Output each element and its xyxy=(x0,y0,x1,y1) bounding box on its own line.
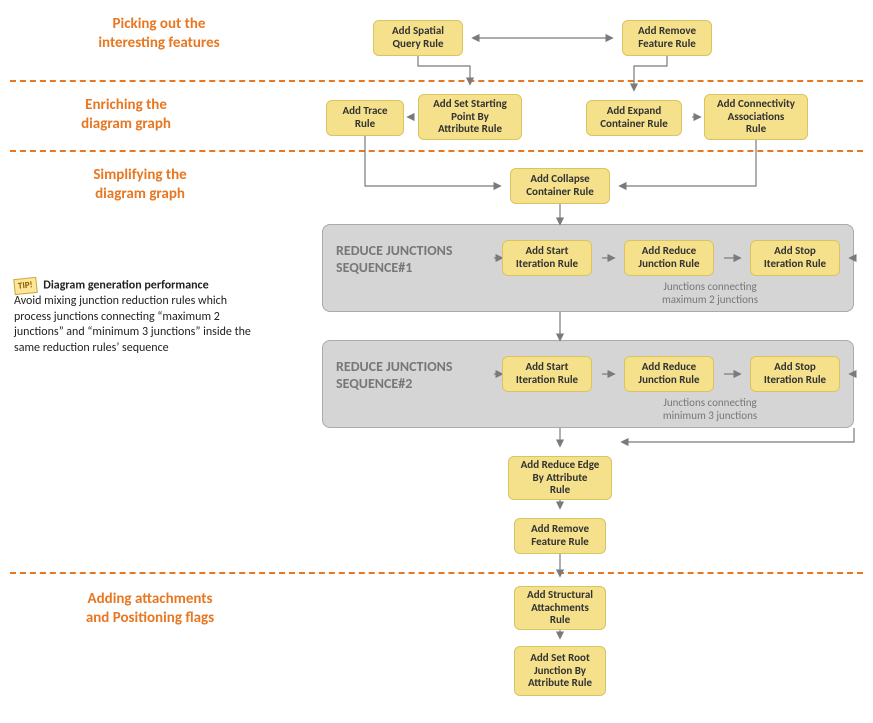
flowchart-canvas: Picking out theinteresting features Enri… xyxy=(10,10,863,713)
node-n_expand: Add ExpandContainer Rule xyxy=(586,100,682,136)
section-divider-1 xyxy=(10,80,863,82)
node-n_s2_reduce: Add ReduceJunction Rule xyxy=(624,356,714,392)
node-n_rededge: Add Reduce EdgeBy AttributeRule xyxy=(508,456,612,500)
node-n_spatial: Add SpatialQuery Rule xyxy=(373,20,463,56)
node-n_s1_reduce: Add ReduceJunction Rule xyxy=(624,240,714,276)
section-label-enriching: Enriching thediagram graph xyxy=(46,96,206,134)
tip-callout: TIP! Diagram generation performance Avoi… xyxy=(14,278,256,357)
section-divider-2 xyxy=(10,150,863,152)
node-n_struct: Add StructuralAttachmentsRule xyxy=(514,586,606,630)
node-n_s1_start: Add StartIteration Rule xyxy=(502,240,592,276)
node-n_remfeat2: Add RemoveFeature Rule xyxy=(514,518,606,554)
arrow-a_conn_collapse xyxy=(620,140,756,186)
section-divider-3 xyxy=(10,572,863,574)
section-label-simplifying: Simplifying thediagram graph xyxy=(50,166,230,204)
tip-body: Avoid mixing junction reduction rules wh… xyxy=(14,294,251,355)
node-n_connassoc: Add ConnectivityAssociationsRule xyxy=(704,94,808,140)
tip-title: Diagram generation performance xyxy=(43,279,208,293)
tip-badge: TIP! xyxy=(13,277,37,295)
sequence-1-note: Junctions connectingmaximum 2 junctions xyxy=(620,280,800,306)
arrow-a_seq2_rededge xyxy=(622,428,854,442)
node-n_collapse: Add CollapseContainer Rule xyxy=(510,168,610,204)
arrow-a_trace_collapse xyxy=(365,136,500,186)
node-n_s2_stop: Add StopIteration Rule xyxy=(750,356,840,392)
arrow-a_remfeat_down xyxy=(634,56,667,90)
sequence-2-title: REDUCE JUNCTIONSSEQUENCE#2 xyxy=(336,358,453,392)
node-n_s1_stop: Add StopIteration Rule xyxy=(750,240,840,276)
node-n_trace: Add TraceRule xyxy=(326,100,404,136)
node-n_s2_start: Add StartIteration Rule xyxy=(502,356,592,392)
sequence-2-note: Junctions connectingminimum 3 junctions xyxy=(620,396,800,422)
section-label-attachments: Adding attachmentsand Positioning flags xyxy=(40,590,260,628)
sequence-1-title: REDUCE JUNCTIONSSEQUENCE#1 xyxy=(336,242,453,276)
node-n_setstart: Add Set StartingPoint ByAttribute Rule xyxy=(418,94,522,140)
node-n_setroot: Add Set RootJunction ByAttribute Rule xyxy=(514,646,606,696)
section-label-picking: Picking out theinteresting features xyxy=(54,15,264,53)
node-n_remfeat1: Add RemoveFeature Rule xyxy=(622,20,712,56)
